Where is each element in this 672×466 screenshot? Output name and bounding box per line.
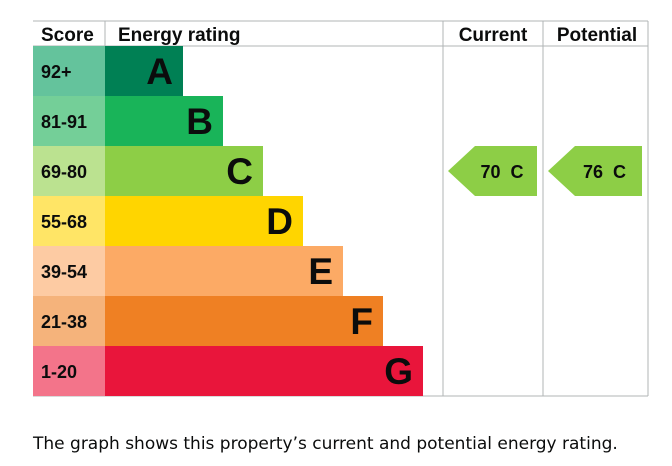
rating-letter: E — [308, 251, 333, 292]
rating-bar-c — [105, 146, 263, 196]
potential-rating-marker: 76 C — [548, 146, 642, 196]
score-range-label: 81-91 — [41, 112, 87, 132]
score-range-label: 55-68 — [41, 212, 87, 232]
rating-bar-g — [105, 346, 423, 396]
rating-letter: C — [226, 151, 253, 192]
chart-caption: The graph shows this property’s current … — [33, 434, 618, 454]
rating-letter: D — [266, 201, 293, 242]
rating-letter: F — [350, 301, 373, 342]
score-cell-a — [33, 46, 105, 96]
chart-header-row: Score Energy rating Current Potential — [41, 25, 637, 46]
score-range-label: 39-54 — [41, 262, 87, 282]
band-row-f: 21-38 F — [33, 296, 383, 346]
current-rating-marker-arrow — [448, 146, 537, 196]
current-column-header: Current — [459, 25, 528, 46]
score-cell-g — [33, 346, 105, 396]
band-row-b: 81-91 B — [33, 96, 223, 146]
score-range-label: 1-20 — [41, 362, 77, 382]
rating-bar-d — [105, 196, 303, 246]
score-cell-f — [33, 296, 105, 346]
energy-rating-column-header: Energy rating — [118, 25, 240, 46]
band-row-e: 39-54 E — [33, 246, 343, 296]
rating-markers: 70 C 76 C — [448, 146, 642, 196]
score-column-header: Score — [41, 25, 94, 46]
band-row-g: 1-20 G — [33, 346, 423, 396]
current-rating-marker-label: 70 C — [480, 162, 523, 182]
potential-rating-marker-label: 76 C — [583, 162, 626, 182]
rating-letter: G — [384, 351, 413, 392]
rating-letter: B — [186, 101, 213, 142]
score-cell-d — [33, 196, 105, 246]
potential-rating-marker-arrow — [548, 146, 642, 196]
score-range-label: 21-38 — [41, 312, 87, 332]
score-cell-b — [33, 96, 105, 146]
band-row-c: 69-80 C — [33, 146, 263, 196]
score-cell-e — [33, 246, 105, 296]
potential-column-header: Potential — [557, 25, 637, 46]
rating-bar-b — [105, 96, 223, 146]
band-row-d: 55-68 D — [33, 196, 303, 246]
score-range-label: 69-80 — [41, 162, 87, 182]
score-range-label: 92+ — [41, 62, 72, 82]
band-row-a: 92+ A — [33, 46, 183, 96]
rating-bar-a — [105, 46, 183, 96]
score-cell-c — [33, 146, 105, 196]
rating-bar-e — [105, 246, 343, 296]
rating-letter: A — [146, 51, 173, 92]
energy-rating-chart: Score Energy rating Current Potential 92… — [33, 20, 649, 397]
rating-bands: 92+ A 81-91 B 69-80 C 55-68 D 39-54 E 21-38 F 1-20 G — [33, 46, 423, 396]
rating-bar-f — [105, 296, 383, 346]
current-rating-marker: 70 C — [448, 146, 537, 196]
